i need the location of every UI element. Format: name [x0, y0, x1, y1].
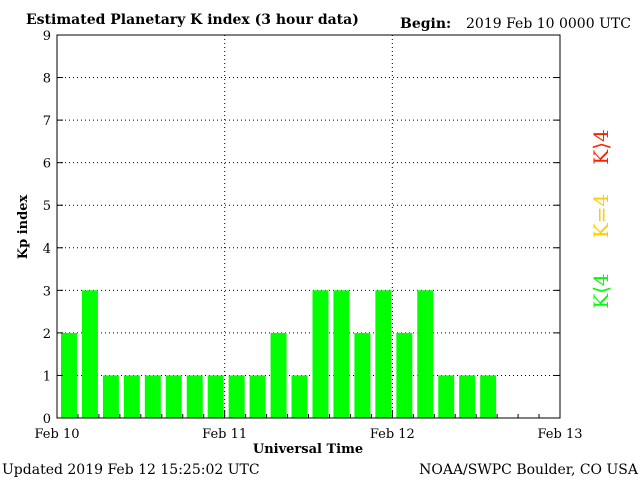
kp-bar — [123, 375, 140, 418]
kp-bar — [375, 290, 392, 418]
kp-bar — [144, 375, 161, 418]
y-tick-label: 5 — [43, 199, 51, 214]
x-axis-label: Universal Time — [253, 442, 363, 457]
legend-item: K⟨4 — [589, 273, 613, 308]
kp-bar — [207, 375, 224, 418]
y-axis-label: Kp index — [16, 195, 31, 260]
kp-bar — [186, 375, 203, 418]
kp-bar — [354, 332, 371, 418]
grid-lines — [57, 35, 560, 418]
x-ticks: Feb 10 Feb 11 Feb 12 Feb 13 — [35, 410, 583, 442]
y-tick-label: 4 — [43, 242, 51, 257]
legend-item: K⟩4 — [589, 129, 613, 164]
kp-bar — [228, 375, 245, 418]
kp-bar — [417, 290, 434, 418]
y-tick-label: 8 — [43, 72, 51, 87]
x-tick-label: Feb 12 — [370, 427, 415, 442]
begin-label: Begin: — [400, 16, 451, 32]
kp-bar — [102, 375, 119, 418]
y-tick-label: 9 — [43, 29, 51, 44]
y-tick-label: 0 — [43, 412, 51, 427]
kp-bar — [291, 375, 308, 418]
kp-bar — [249, 375, 266, 418]
kp-bar — [396, 332, 413, 418]
x-tick-label: Feb 13 — [538, 427, 583, 442]
kp-bar — [81, 290, 98, 418]
kp-bar — [480, 375, 497, 418]
kp-bar — [61, 332, 77, 418]
kp-bar — [438, 375, 455, 418]
y-tick-label: 7 — [43, 114, 51, 129]
y-tick-label: 3 — [43, 284, 51, 299]
legend-item: K=4 — [589, 194, 613, 238]
source-text: NOAA/SWPC Boulder, CO USA — [419, 462, 639, 478]
plot-frame — [56, 34, 561, 419]
legend: K⟨4 K=4 K⟩4 — [589, 129, 613, 308]
kp-bar — [270, 332, 287, 418]
kp-bar — [312, 290, 329, 418]
chart-title: Estimated Planetary K index (3 hour data… — [26, 12, 359, 28]
bars-group — [61, 290, 497, 418]
y-tick-label: 1 — [43, 369, 51, 384]
x-tick-label: Feb 11 — [202, 427, 247, 442]
begin-value: 2019 Feb 10 0000 UTC — [466, 16, 631, 32]
updated-text: Updated 2019 Feb 12 15:25:02 UTC — [2, 462, 260, 478]
y-tick-label: 6 — [43, 157, 51, 172]
y-tick-label: 2 — [43, 327, 51, 342]
kp-bar — [333, 290, 350, 418]
y-ticks: 0 1 2 3 4 5 6 7 8 9 — [43, 29, 560, 427]
kp-bar — [165, 375, 182, 418]
x-tick-label: Feb 10 — [35, 427, 80, 442]
kp-bar — [459, 375, 476, 418]
